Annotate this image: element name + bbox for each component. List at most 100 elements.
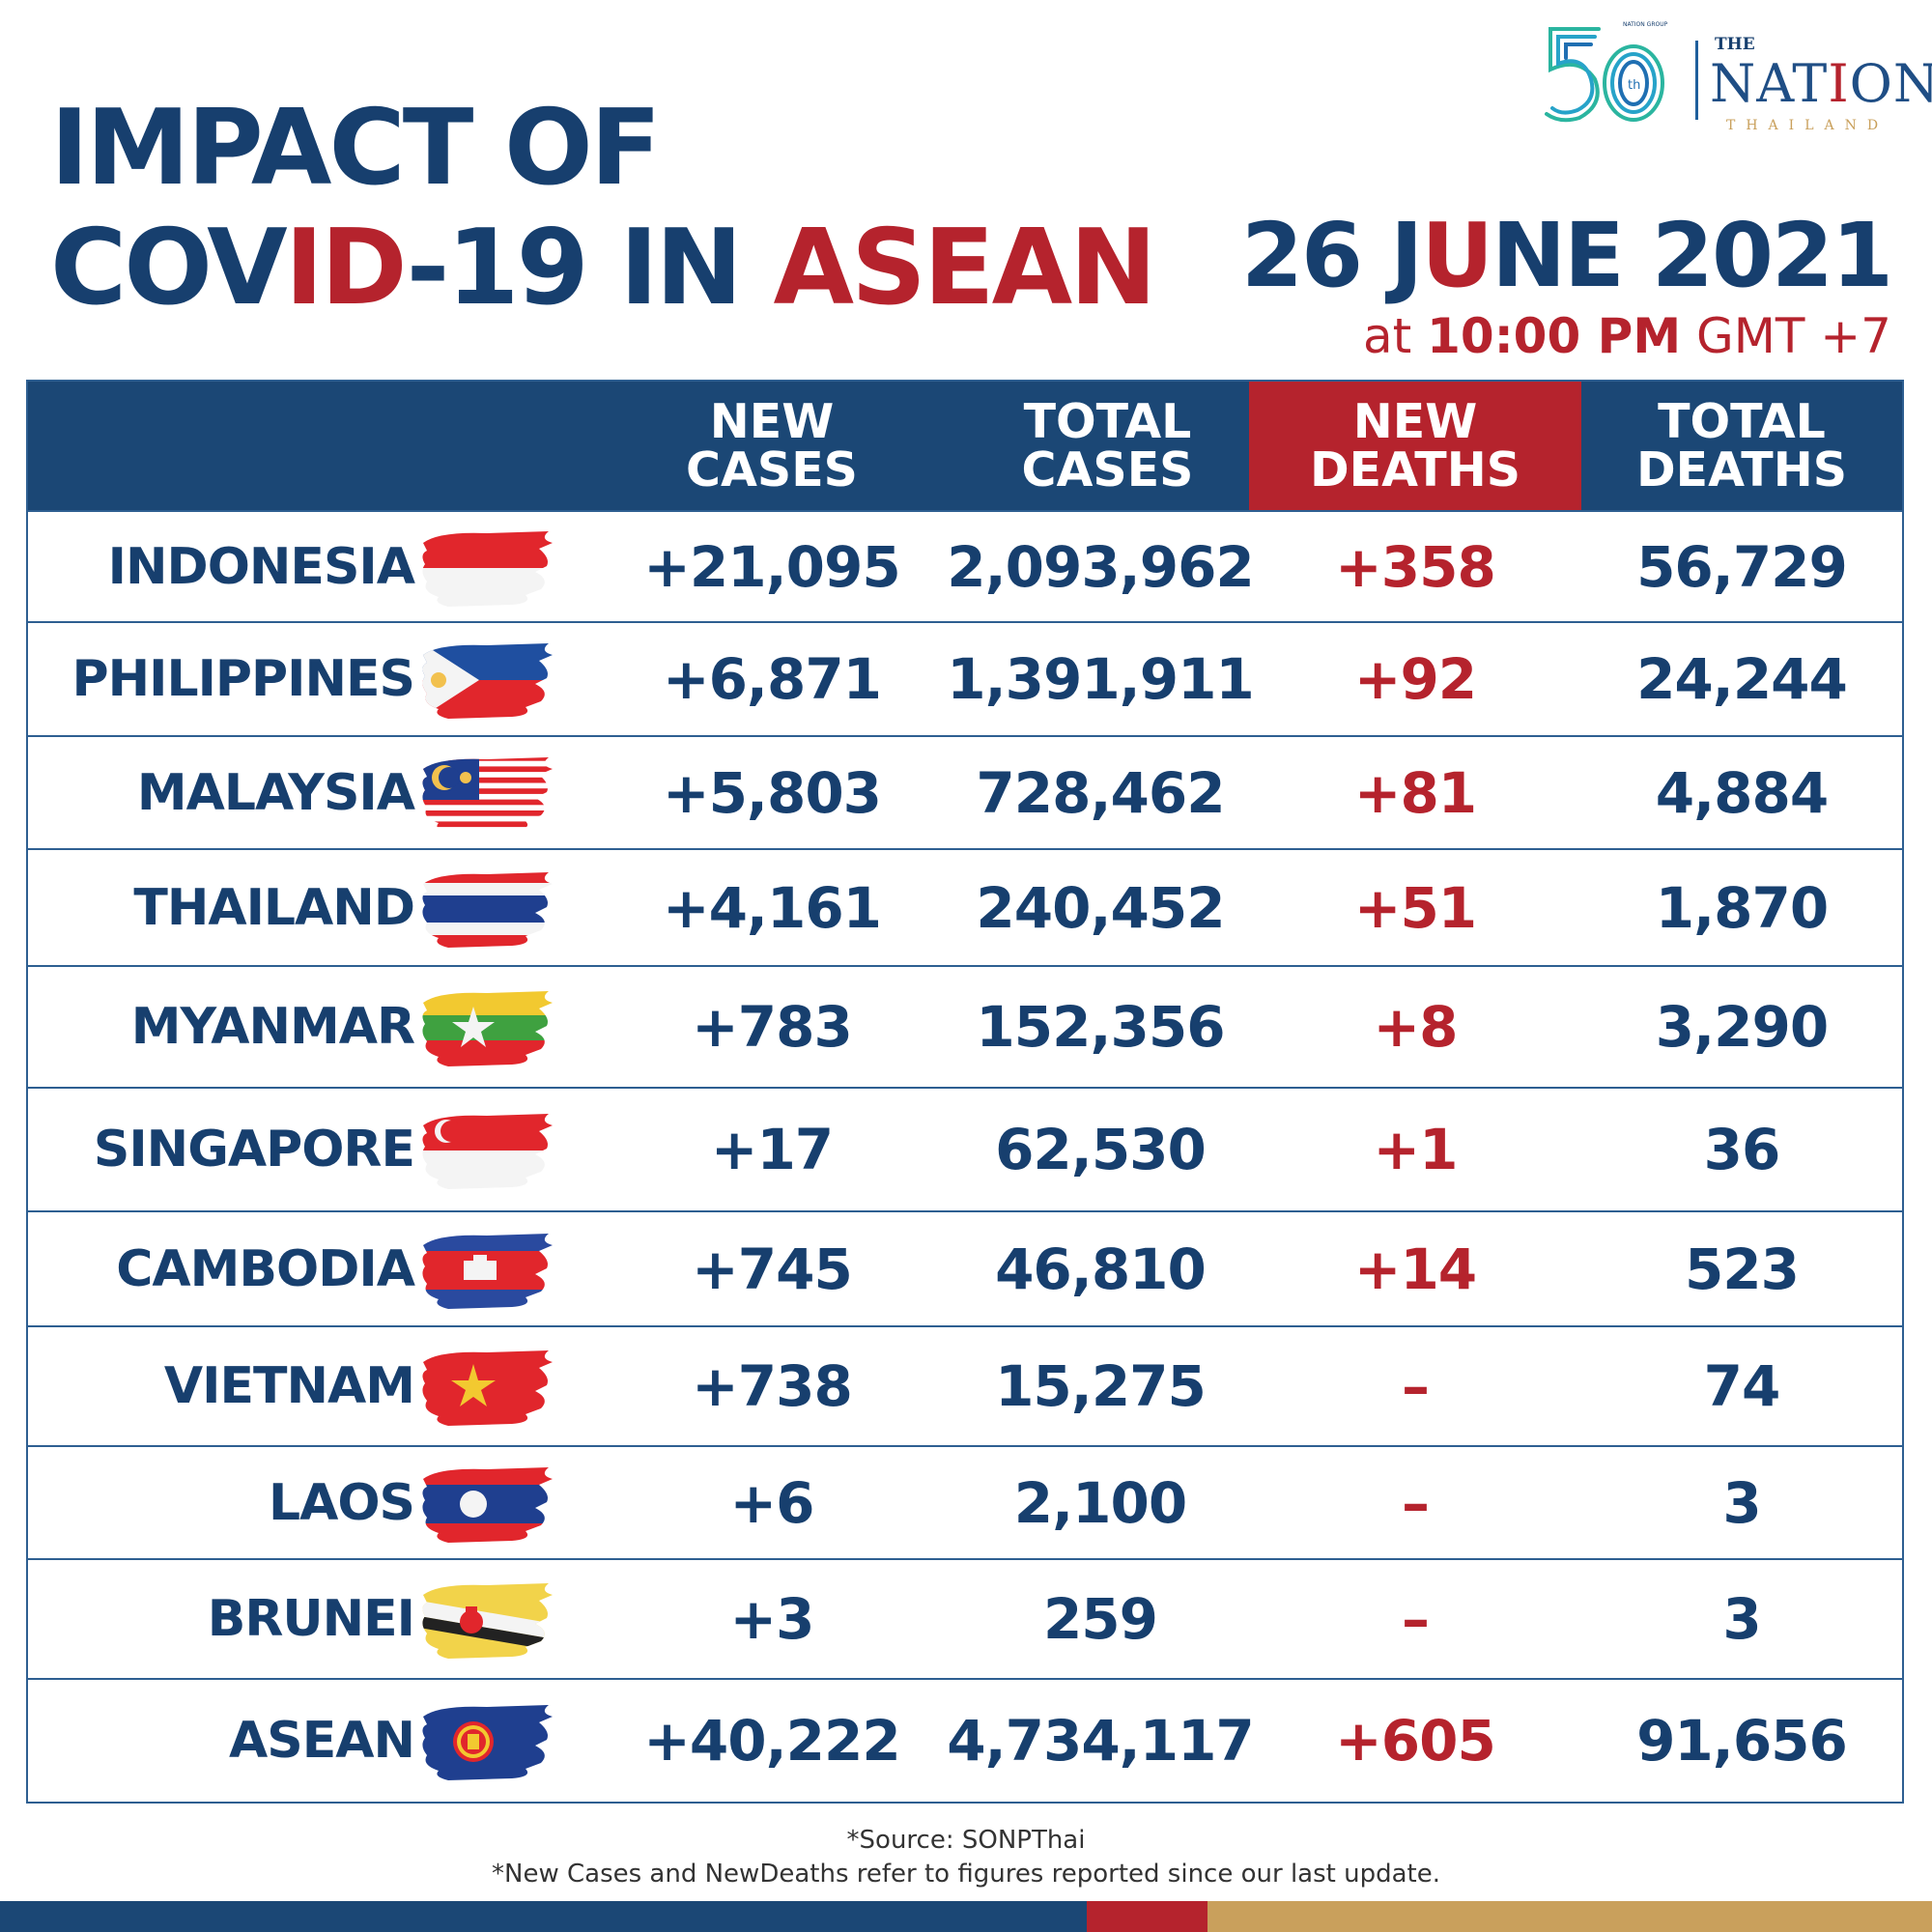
table-row: LAOS +6 2,100 – 3 [28, 1445, 1902, 1558]
covid-stats-table: NEW CASES TOTAL CASES NEW DEATHS TOTAL D… [26, 380, 1904, 1804]
time-post: GMT +7 [1681, 308, 1891, 364]
report-time: at 10:00 PM GMT +7 [1363, 307, 1891, 365]
country-name: SINGAPORE [93, 1121, 415, 1179]
total-deaths-cell: 3 [1722, 1586, 1761, 1652]
table-row: ASEAN +40,222 4,734,117 +605 91,656 [28, 1678, 1902, 1802]
table-row: BRUNEI +3 259 – 3 [28, 1558, 1902, 1678]
title-line-2b: ID [284, 208, 410, 328]
logo-nation-b: I [1828, 53, 1850, 114]
bottom-band-gold [1208, 1901, 1932, 1932]
total-cases-cell: 2,100 [1013, 1469, 1187, 1536]
total-cases-cell: 15,275 [995, 1353, 1207, 1419]
fiftieth-anniversary-icon: th [1545, 27, 1664, 123]
total-cases-cell: 2,093,962 [947, 533, 1255, 600]
new-cases-cell: +17 [710, 1117, 834, 1182]
total-cases-cell: 1,391,911 [947, 646, 1255, 712]
new-deaths-cell: +605 [1335, 1708, 1496, 1774]
logo-nation-a: NAT [1710, 53, 1829, 114]
myanmar-flag [422, 991, 553, 1066]
logo-nation-c: ON [1849, 53, 1932, 114]
logo-the: THE [1715, 35, 1755, 54]
new-cases-cell: +745 [692, 1236, 853, 1302]
logo-thailand: THAILAND [1726, 118, 1889, 133]
total-deaths-cell: 523 [1684, 1236, 1800, 1302]
date-part-a: 26 J [1241, 204, 1423, 307]
logo-years: th [1628, 78, 1640, 93]
thailand-flag [422, 871, 553, 948]
header-new-cases: NEW CASES [686, 393, 858, 497]
date-part-c: NE 2021 [1492, 204, 1893, 307]
definition-note: *New Cases and NewDeaths refer to figure… [492, 1860, 1440, 1889]
new-cases-cell: +4,161 [662, 874, 882, 941]
asean-flag [422, 1705, 553, 1780]
time-value: 10:00 PM [1427, 308, 1682, 364]
philippines-flag [422, 643, 553, 719]
total-deaths-cell: 24,244 [1636, 646, 1848, 712]
table-row: PHILIPPINES +6,871 1,391,911 +92 24,244 [28, 621, 1902, 735]
country-name: MALAYSIA [136, 763, 415, 822]
nation-thailand-logo: th NATION GROUP THE NATION THAILAND [1541, 21, 1932, 133]
country-name: PHILIPPINES [71, 650, 415, 708]
bottom-band-red [1087, 1901, 1208, 1932]
header-total-deaths: TOTAL DEATHS [1636, 393, 1847, 497]
table-row: CAMBODIA +745 46,810 +14 523 [28, 1210, 1902, 1325]
country-name: INDONESIA [107, 537, 415, 596]
new-cases-cell: +6,871 [662, 646, 882, 712]
laos-flag [422, 1466, 553, 1543]
title-line-2a: COV [50, 208, 288, 328]
title-line-2d: ASEAN [773, 208, 1157, 328]
country-name: ASEAN [229, 1712, 415, 1770]
total-deaths-cell: 74 [1703, 1353, 1781, 1419]
table-header: NEW CASES TOTAL CASES NEW DEATHS TOTAL D… [28, 382, 1902, 510]
report-date: 26 JUNE 2021 [1241, 208, 1893, 304]
table-row: SINGAPORE +17 62,530 +1 36 [28, 1087, 1902, 1210]
cambodia-flag [422, 1233, 553, 1309]
total-deaths-cell: 91,656 [1636, 1708, 1848, 1774]
new-cases-cell: +40,222 [643, 1708, 900, 1774]
new-cases-cell: +783 [692, 994, 853, 1060]
vietnam-flag [422, 1350, 553, 1426]
country-name: BRUNEI [207, 1590, 415, 1648]
new-cases-cell: +3 [729, 1586, 815, 1652]
new-cases-cell: +5,803 [662, 759, 882, 826]
total-cases-cell: 46,810 [995, 1236, 1207, 1302]
new-deaths-cell: +81 [1353, 759, 1477, 826]
bottom-band-navy [0, 1901, 1087, 1932]
logo-mini-text: NATION GROUP [1623, 21, 1668, 28]
new-deaths-cell: +92 [1353, 646, 1477, 712]
total-cases-cell: 259 [1042, 1586, 1158, 1652]
total-deaths-cell: 36 [1703, 1117, 1781, 1182]
total-deaths-cell: 3 [1722, 1469, 1761, 1536]
new-deaths-cell: +358 [1335, 533, 1496, 600]
table-row: MALAYSIA +5,803 728,462 +81 4,884 [28, 735, 1902, 848]
new-cases-cell: +6 [729, 1469, 815, 1536]
country-name: CAMBODIA [116, 1239, 415, 1298]
brunei-flag [422, 1583, 553, 1659]
total-deaths-cell: 4,884 [1655, 759, 1829, 826]
header-total-cases: TOTAL CASES [1021, 393, 1194, 497]
country-name: MYANMAR [130, 998, 415, 1056]
total-deaths-cell: 1,870 [1655, 874, 1829, 941]
source-note: *Source: SONPThai [846, 1826, 1086, 1855]
new-deaths-cell: +1 [1373, 1117, 1459, 1182]
total-cases-cell: 62,530 [995, 1117, 1207, 1182]
page-title: IMPACT OF COVID-19 IN ASEAN [50, 88, 1157, 328]
logo-nation: NATION [1710, 54, 1932, 114]
table-row: THAILAND +4,161 240,452 +51 1,870 [28, 848, 1902, 965]
total-deaths-cell: 56,729 [1636, 533, 1848, 600]
title-line-1: IMPACT OF [50, 88, 662, 209]
new-cases-cell: +21,095 [643, 533, 900, 600]
new-cases-cell: +738 [692, 1353, 853, 1419]
new-deaths-cell: – [1402, 1353, 1430, 1419]
country-name: THAILAND [133, 878, 415, 937]
new-deaths-cell: +8 [1373, 994, 1459, 1060]
total-cases-cell: 152,356 [976, 994, 1225, 1060]
title-line-2c: -19 IN [406, 208, 774, 328]
table-row: INDONESIA +21,095 2,093,962 +358 56,729 [28, 510, 1902, 621]
country-name: VIETNAM [163, 1357, 415, 1415]
malaysia-flag [422, 756, 553, 827]
new-deaths-cell: – [1402, 1469, 1430, 1536]
total-cases-cell: 728,462 [976, 759, 1225, 826]
total-cases-cell: 240,452 [976, 874, 1225, 941]
total-cases-cell: 4,734,117 [947, 1708, 1255, 1774]
